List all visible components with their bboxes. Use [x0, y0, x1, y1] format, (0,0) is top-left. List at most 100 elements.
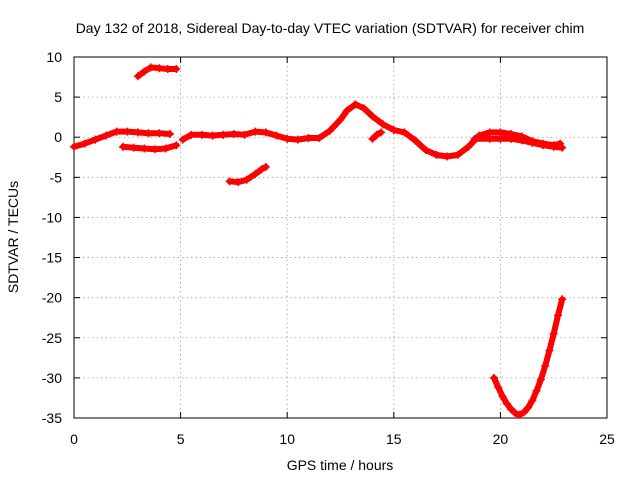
series-trace: [71, 128, 173, 150]
data-point: [539, 141, 548, 150]
data-point: [261, 162, 270, 171]
data-point: [240, 130, 249, 139]
x-tick-label: 10: [279, 431, 295, 447]
data-series: [70, 63, 567, 419]
data-point: [197, 130, 206, 139]
y-tick-label: -10: [42, 209, 62, 225]
grid-lines: [74, 57, 607, 418]
data-point: [507, 134, 516, 143]
data-point: [242, 175, 251, 184]
data-point: [490, 373, 499, 382]
data-point: [155, 129, 164, 138]
data-point: [507, 405, 516, 414]
y-tick-labels: 10 5 0 -5 -10 -15 -20 -25 -30 -35: [42, 49, 62, 426]
y-axis-label: SDTVAR / TECUs: [5, 181, 21, 293]
data-point: [165, 130, 174, 139]
data-point: [351, 100, 360, 109]
data-point: [528, 138, 537, 147]
series-segment-2: [119, 141, 181, 154]
data-point: [432, 150, 441, 159]
data-point: [545, 346, 554, 355]
y-tick-label: 5: [54, 89, 62, 105]
data-point: [172, 65, 181, 74]
data-point: [517, 136, 526, 145]
data-point: [528, 396, 537, 405]
data-point: [112, 127, 121, 136]
data-point: [80, 139, 89, 148]
data-point: [140, 67, 149, 76]
data-point: [315, 134, 324, 143]
data-point: [133, 72, 142, 81]
series-segment-6: [368, 128, 386, 143]
series-segment-3: [133, 63, 181, 81]
data-point: [342, 106, 351, 115]
y-tick-label: -25: [42, 330, 62, 346]
data-point: [272, 131, 281, 140]
data-point: [453, 150, 462, 159]
series-trace: [491, 296, 566, 418]
data-point: [133, 128, 142, 137]
data-point: [377, 128, 386, 137]
data-point: [359, 104, 368, 113]
data-point: [558, 295, 567, 304]
series-segment-7: [225, 162, 270, 187]
series-segment-5: [470, 134, 567, 152]
data-point: [146, 63, 155, 72]
y-tick-label: -15: [42, 250, 62, 266]
data-point: [91, 135, 100, 144]
data-point: [70, 142, 78, 151]
x-tick-label: 5: [177, 431, 185, 447]
data-point: [225, 177, 234, 186]
data-point: [234, 178, 243, 187]
data-point: [379, 120, 388, 129]
data-point: [251, 170, 260, 179]
chart-title: Day 132 of 2018, Sidereal Day-to-day VTE…: [76, 20, 585, 36]
data-point: [161, 144, 170, 153]
data-point: [400, 128, 409, 137]
data-point: [140, 144, 149, 153]
data-point: [485, 134, 494, 143]
series-segment-4: [178, 100, 565, 161]
series-segment-1: [70, 127, 174, 151]
data-point: [541, 361, 550, 370]
data-point: [144, 129, 153, 138]
y-tick-label: -5: [50, 169, 63, 185]
data-point: [187, 130, 196, 139]
data-point: [293, 135, 302, 144]
axis-ticks: [73, 56, 608, 419]
data-point: [257, 165, 266, 174]
y-tick-label: -30: [42, 370, 62, 386]
data-point: [304, 134, 313, 143]
data-point: [389, 126, 398, 135]
data-point: [336, 115, 345, 124]
data-point: [368, 134, 377, 143]
x-tick-label: 20: [493, 431, 509, 447]
series-trace: [179, 101, 564, 160]
plot-frame: [73, 56, 608, 419]
data-point: [498, 392, 507, 401]
data-point: [496, 134, 505, 143]
data-point: [219, 130, 228, 139]
data-point: [151, 145, 160, 154]
data-point: [178, 135, 187, 144]
data-point: [208, 131, 217, 140]
y-tick-label: 10: [46, 49, 62, 65]
data-point: [470, 134, 479, 143]
y-tick-label: -20: [42, 290, 62, 306]
data-point: [163, 65, 172, 74]
data-point: [502, 399, 511, 408]
data-point: [558, 143, 567, 152]
y-tick-label: 0: [54, 129, 62, 145]
data-point: [549, 329, 558, 338]
data-point: [494, 383, 503, 392]
data-point: [229, 130, 238, 139]
series-segment-8: [490, 295, 567, 419]
data-point: [532, 386, 541, 395]
data-point: [519, 408, 528, 417]
data-point: [536, 375, 545, 384]
data-point: [464, 142, 473, 151]
data-point: [372, 130, 381, 139]
x-axis-label: GPS time / hours: [287, 457, 394, 473]
